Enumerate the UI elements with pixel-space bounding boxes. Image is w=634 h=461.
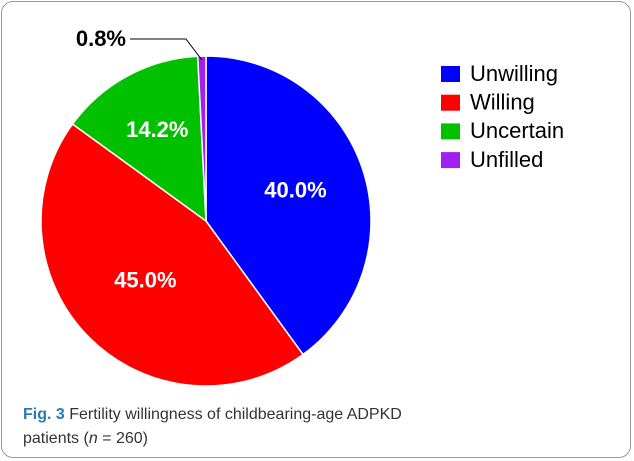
- caption-label: Fig. 3: [23, 406, 65, 423]
- pie-slice: [196, 55, 207, 222]
- legend-label: Unwilling: [470, 61, 558, 86]
- caption-text: patients (: [23, 430, 89, 447]
- slice-label: 0.8%: [76, 26, 126, 51]
- legend-swatch: [441, 152, 460, 169]
- caption-text: n: [88, 430, 98, 447]
- legend-swatch: [441, 123, 460, 140]
- legend-label: Willing: [470, 90, 535, 115]
- legend-swatch: [441, 94, 460, 111]
- legend-swatch: [441, 66, 460, 82]
- slice-label: 40.0%: [264, 178, 326, 203]
- slice-label: 14.2%: [126, 117, 188, 142]
- pie-slice: [40, 122, 305, 387]
- caption-text: Fertility willingness of childbearing-ag…: [69, 406, 402, 423]
- leader-line: [130, 38, 203, 61]
- legend-label: Unfilled: [470, 147, 543, 172]
- pie-slice: [205, 55, 372, 356]
- caption-text: = 260): [97, 430, 148, 447]
- pie-slice: [71, 55, 207, 223]
- slice-label: 45.0%: [114, 267, 176, 292]
- legend-label: Uncertain: [470, 118, 564, 143]
- caption: Fig. 3 Fertility willingness of childbea…: [23, 403, 402, 451]
- chart: 40.0% 45.0% 14.2% 0.8% Unwilling Willing Uncer…: [40, 26, 564, 387]
